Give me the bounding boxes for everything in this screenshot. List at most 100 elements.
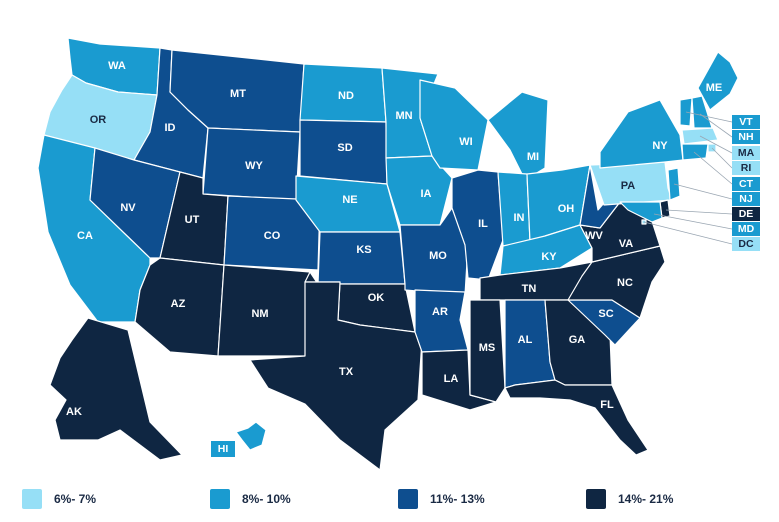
state-label-mi: MI [527, 151, 539, 163]
state-label-ia: IA [421, 188, 432, 200]
state-label-me: ME [706, 82, 723, 94]
us-choropleth-map: WA OR CA ID NV MT WY UT AZ CO NM ND SD NE KS OK TX MN IA MO… [37, 37, 760, 471]
state-hi [235, 421, 267, 451]
state-md [619, 201, 663, 223]
state-label-hi: HI [218, 443, 229, 455]
state-tx [249, 281, 423, 471]
state-label-ks: KS [356, 244, 371, 256]
state-label-box-vt [732, 115, 760, 129]
state-ak [49, 317, 183, 461]
leader-line-ma [699, 135, 733, 154]
state-me [697, 51, 739, 111]
leader-line-nh [699, 113, 733, 138]
legend-item-bin1: 6%- 7% [22, 488, 96, 510]
state-label-nd: ND [338, 90, 354, 102]
legend-swatch-bin1 [22, 489, 42, 509]
legend-item-bin3: 11%- 13% [398, 488, 485, 510]
state-mo [399, 207, 469, 296]
state-label-sd: SD [337, 142, 352, 154]
state-label-md: MD [738, 223, 755, 235]
leader-line-md [653, 213, 733, 230]
state-label-in: IN [514, 212, 525, 224]
state-label-box-dc [732, 237, 760, 251]
state-mi [487, 91, 549, 181]
state-label-al: AL [518, 334, 533, 346]
state-label-ut: UT [185, 214, 200, 226]
state-label-ne: NE [342, 194, 357, 206]
legend-swatch-bin2 [210, 489, 230, 509]
legend-label-bin4: 14%- 21% [618, 492, 674, 506]
state-label-ct: CT [739, 178, 754, 190]
state-label-de: DE [739, 208, 754, 220]
state-label-ok: OK [368, 292, 385, 304]
map-svg: WA OR CA ID NV MT WY UT AZ CO NM ND SD NE KS OK TX MN IA MO… [37, 37, 760, 471]
state-label-mt: MT [230, 88, 246, 100]
legend-swatch-bin4 [586, 489, 606, 509]
state-label-ga: GA [569, 334, 586, 346]
leader-line-ct [693, 151, 733, 185]
state-label-box-ma [732, 146, 760, 160]
state-label-ak: AK [66, 406, 82, 418]
state-label-box-de [732, 207, 760, 221]
state-label-box-ri [732, 161, 760, 175]
state-label-mo: MO [429, 250, 447, 262]
state-label-box-md [732, 222, 760, 236]
legend-item-bin4: 14%- 21% [586, 488, 673, 510]
state-label-oh: OH [558, 203, 575, 215]
state-nc [567, 245, 666, 319]
state-label-id: ID [165, 122, 176, 134]
state-label-dc: DC [738, 238, 754, 250]
state-label-ri: RI [741, 162, 752, 174]
state-label-il: IL [478, 218, 488, 230]
state-label-ms: MS [479, 342, 496, 354]
state-ny [599, 99, 684, 169]
state-label-ky: KY [541, 251, 557, 263]
state-label-box-ct [732, 177, 760, 191]
state-label-wi: WI [459, 136, 472, 148]
state-label-wv: WV [585, 230, 603, 242]
state-label-fl: FL [600, 399, 614, 411]
leader-line-nj [673, 183, 733, 200]
state-label-wy: WY [245, 160, 263, 172]
state-label-mn: MN [395, 110, 412, 122]
state-label-nc: NC [617, 277, 633, 289]
state-label-la: LA [444, 373, 459, 385]
legend-label-bin3: 11%- 13% [430, 492, 485, 506]
state-label-or: OR [90, 114, 107, 126]
state-label-nj: NJ [739, 193, 753, 205]
legend-swatch-bin3 [398, 489, 418, 509]
state-label-box-nh [732, 130, 760, 144]
state-ar [414, 289, 469, 353]
state-label-ma: MA [738, 147, 755, 159]
state-fl [504, 379, 649, 456]
state-label-sc: SC [598, 308, 613, 320]
leader-line-dc [643, 221, 733, 245]
state-label-tn: TN [522, 283, 537, 295]
legend-item-bin2: 8%- 10% [210, 488, 291, 510]
leader-line-vt [685, 111, 733, 123]
state-label-va: VA [619, 238, 634, 250]
state-label-nv: NV [120, 202, 136, 214]
legend-label-bin1: 6%- 7% [54, 492, 97, 506]
state-label-nh: NH [738, 131, 753, 143]
state-label-ca: CA [77, 230, 93, 242]
state-label-vt: VT [739, 116, 753, 128]
state-ct [681, 143, 709, 161]
leader-line-ri [711, 147, 733, 169]
state-label-nm: NM [251, 308, 268, 320]
state-ks [317, 231, 406, 285]
state-label-co: CO [264, 230, 281, 242]
state-wi [419, 79, 489, 171]
legend-label-bin2: 8%- 10% [242, 492, 291, 506]
state-label-box-hi [211, 441, 235, 457]
state-label-tx: TX [339, 366, 354, 378]
legend: 6%- 7% 8%- 10% 11%- 13% 14%- 21% [0, 484, 779, 514]
state-label-box-nj [732, 192, 760, 206]
state-ms [469, 299, 506, 403]
state-label-az: AZ [171, 298, 186, 310]
state-label-pa: PA [621, 180, 636, 192]
state-label-ar: AR [432, 306, 448, 318]
state-label-wa: WA [108, 60, 126, 72]
leader-line-de [665, 209, 733, 215]
state-in [497, 171, 531, 247]
